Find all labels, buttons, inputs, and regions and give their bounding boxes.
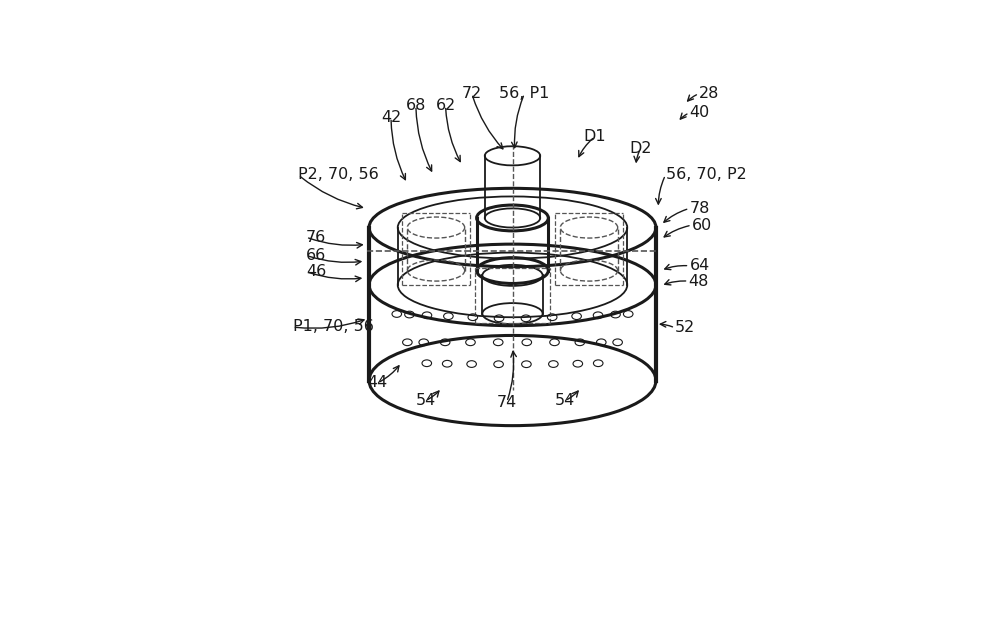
Text: 68: 68 — [406, 98, 426, 113]
Text: 74: 74 — [497, 394, 517, 410]
Text: 66: 66 — [306, 248, 326, 263]
Text: 52: 52 — [675, 320, 695, 335]
Text: 54: 54 — [555, 393, 575, 408]
Text: 28: 28 — [699, 86, 719, 101]
Text: P1, 70, 56: P1, 70, 56 — [293, 319, 373, 335]
Text: 72: 72 — [462, 86, 482, 101]
Text: 60: 60 — [692, 217, 712, 233]
Text: 56, 70, P2: 56, 70, P2 — [666, 168, 746, 183]
Text: 64: 64 — [689, 258, 710, 273]
Text: 78: 78 — [689, 201, 710, 216]
Text: 42: 42 — [381, 110, 401, 125]
Text: 56, P1: 56, P1 — [499, 86, 550, 101]
Text: 46: 46 — [306, 264, 326, 279]
Text: 48: 48 — [688, 274, 709, 289]
Text: 40: 40 — [689, 106, 710, 120]
Text: 54: 54 — [415, 393, 436, 408]
Text: 76: 76 — [306, 230, 326, 245]
Text: D1: D1 — [583, 129, 606, 144]
Text: 44: 44 — [368, 376, 388, 391]
Text: D2: D2 — [629, 141, 652, 156]
Text: 62: 62 — [435, 98, 456, 113]
Text: P2, 70, 56: P2, 70, 56 — [298, 168, 379, 183]
